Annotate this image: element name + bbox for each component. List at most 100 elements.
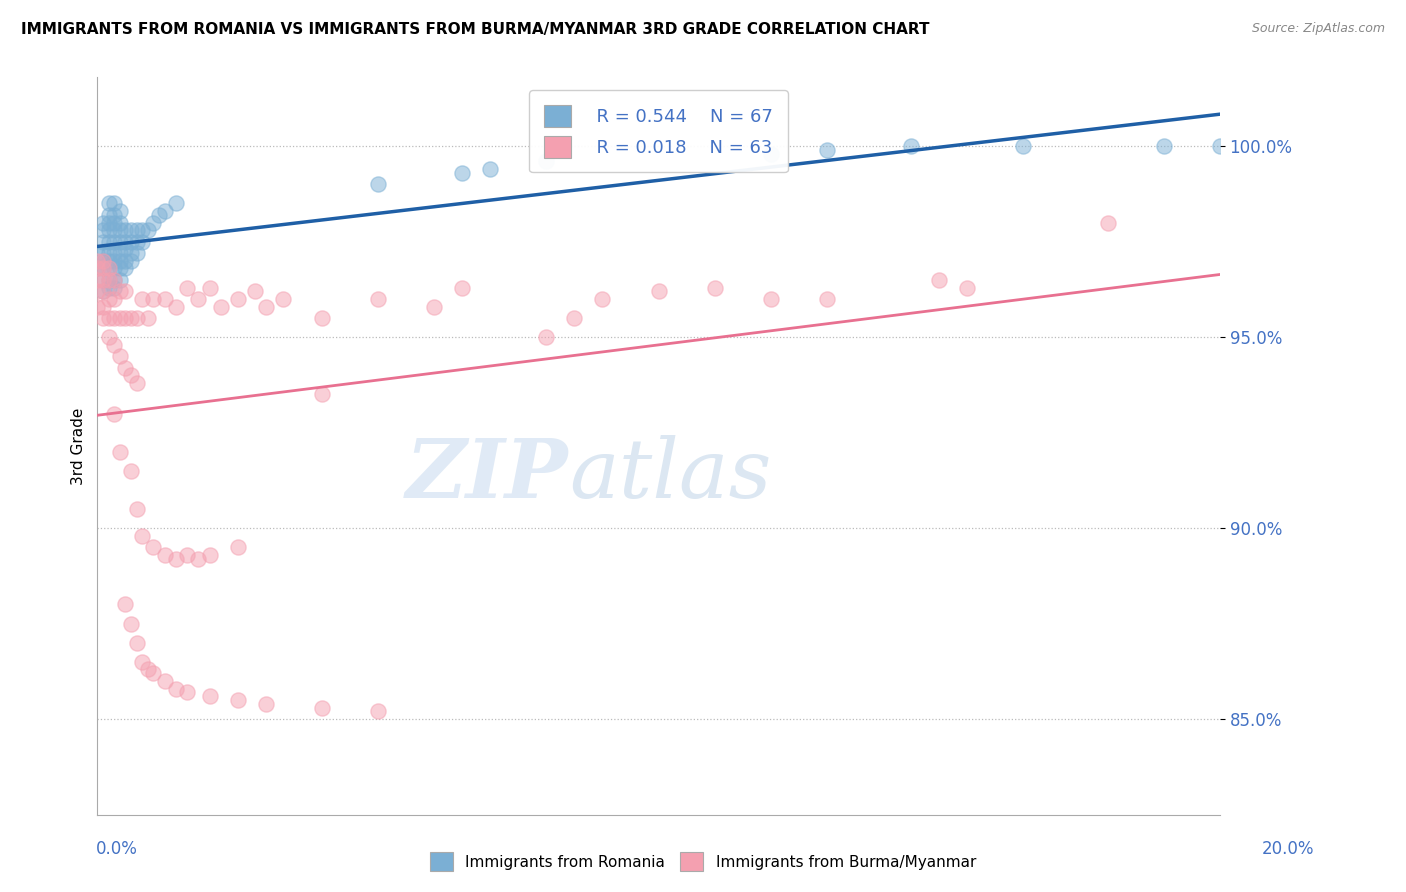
Text: 20.0%: 20.0% [1263, 840, 1315, 858]
Point [108, 223, 131, 237]
Point [91, 273, 114, 287]
Point [564, 311, 586, 326]
Point [114, 242, 136, 256]
Point [165, 551, 187, 566]
Point [165, 300, 187, 314]
Point [367, 178, 389, 192]
Point [103, 280, 125, 294]
Point [136, 311, 159, 326]
Point [103, 273, 125, 287]
Point [86, 261, 108, 276]
Point [142, 216, 165, 230]
Point [956, 280, 979, 294]
Point [114, 223, 136, 237]
Point [125, 246, 148, 260]
Point [91, 300, 114, 314]
Point [367, 292, 389, 306]
Point [367, 705, 389, 719]
Point [311, 311, 333, 326]
Y-axis label: 3rd Grade: 3rd Grade [72, 408, 86, 484]
Text: ZIP: ZIP [406, 435, 569, 516]
Point [131, 223, 153, 237]
Point [103, 235, 125, 249]
Point [226, 292, 249, 306]
Point [254, 697, 277, 711]
Text: 0.0%: 0.0% [96, 840, 138, 858]
Point [148, 208, 170, 222]
Point [120, 464, 142, 478]
Point [108, 246, 131, 260]
Point [108, 285, 131, 299]
Point [91, 253, 114, 268]
Point [451, 280, 474, 294]
Point [451, 166, 474, 180]
Point [108, 204, 131, 219]
Point [125, 376, 148, 390]
Point [108, 273, 131, 287]
Point [120, 223, 142, 237]
Point [114, 311, 136, 326]
Point [108, 216, 131, 230]
Point [86, 253, 108, 268]
Point [125, 636, 148, 650]
Point [120, 235, 142, 249]
Point [136, 223, 159, 237]
Point [153, 204, 176, 219]
Point [114, 261, 136, 276]
Point [91, 261, 114, 276]
Point [103, 407, 125, 421]
Point [91, 235, 114, 249]
Point [209, 300, 232, 314]
Point [187, 292, 209, 306]
Point [97, 292, 120, 306]
Point [479, 162, 502, 177]
Point [1012, 139, 1035, 153]
Text: IMMIGRANTS FROM ROMANIA VS IMMIGRANTS FROM BURMA/MYANMAR 3RD GRADE CORRELATION C: IMMIGRANTS FROM ROMANIA VS IMMIGRANTS FR… [21, 22, 929, 37]
Point [114, 253, 136, 268]
Point [91, 285, 114, 299]
Point [91, 311, 114, 326]
Point [125, 235, 148, 249]
Point [153, 673, 176, 688]
Legend:   R = 0.544    N = 67,   R = 0.018    N = 63: R = 0.544 N = 67, R = 0.018 N = 63 [530, 90, 787, 172]
Point [815, 143, 838, 157]
Point [198, 689, 221, 703]
Point [91, 246, 114, 260]
Point [131, 292, 153, 306]
Point [97, 235, 120, 249]
Point [198, 548, 221, 562]
Point [97, 273, 120, 287]
Point [97, 261, 120, 276]
Point [759, 146, 782, 161]
Point [311, 700, 333, 714]
Text: Source: ZipAtlas.com: Source: ZipAtlas.com [1251, 22, 1385, 36]
Point [108, 311, 131, 326]
Point [103, 223, 125, 237]
Point [86, 261, 108, 276]
Point [103, 273, 125, 287]
Point [86, 285, 108, 299]
Point [97, 280, 120, 294]
Point [120, 311, 142, 326]
Point [759, 292, 782, 306]
Point [165, 196, 187, 211]
Point [103, 338, 125, 352]
Point [91, 216, 114, 230]
Point [108, 261, 131, 276]
Point [142, 292, 165, 306]
Point [1153, 139, 1175, 153]
Point [120, 616, 142, 631]
Point [91, 223, 114, 237]
Point [536, 154, 558, 169]
Point [176, 280, 198, 294]
Point [108, 444, 131, 458]
Point [86, 300, 108, 314]
Point [97, 196, 120, 211]
Point [103, 253, 125, 268]
Point [103, 261, 125, 276]
Point [86, 273, 108, 287]
Point [97, 273, 120, 287]
Point [226, 693, 249, 707]
Point [120, 253, 142, 268]
Point [120, 246, 142, 260]
